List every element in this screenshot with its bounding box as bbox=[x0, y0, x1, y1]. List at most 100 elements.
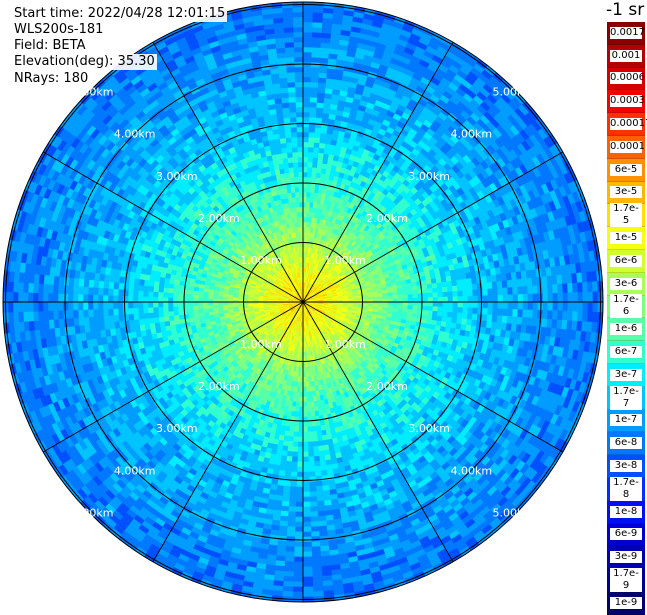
ppi-cell bbox=[287, 516, 295, 522]
ppi-cell bbox=[302, 587, 313, 592]
ppi-cell bbox=[303, 477, 310, 482]
ppi-cell bbox=[298, 422, 303, 427]
ppi-cell bbox=[307, 427, 312, 432]
ppi-cell bbox=[293, 572, 303, 577]
ppi-cell bbox=[303, 522, 311, 527]
ppi-cell bbox=[587, 312, 593, 323]
ppi-cell bbox=[284, 556, 294, 562]
ppi-cell bbox=[493, 302, 498, 309]
ppi-cell bbox=[287, 521, 295, 527]
ppi-cell bbox=[453, 302, 458, 308]
ppi-cell bbox=[303, 447, 309, 452]
ppi-cell bbox=[294, 542, 303, 547]
ppi-cell bbox=[312, 426, 317, 431]
ppi-cell bbox=[281, 506, 289, 512]
ppi-cell bbox=[457, 313, 463, 319]
ppi-cell bbox=[302, 592, 313, 597]
ppi-cell bbox=[306, 397, 310, 402]
ppi-cell bbox=[283, 486, 290, 492]
ppi-cell bbox=[281, 501, 289, 507]
ppi-cell bbox=[287, 526, 296, 532]
ppi-cell bbox=[299, 407, 303, 412]
ppi-cell bbox=[553, 302, 558, 311]
ppi-cell bbox=[298, 432, 303, 437]
ppi-cell bbox=[296, 487, 303, 492]
ppi-cell bbox=[310, 522, 319, 527]
ppi-cell bbox=[573, 302, 578, 312]
ppi-cell bbox=[315, 481, 322, 487]
ppi-cell bbox=[290, 472, 297, 477]
ppi-cell bbox=[308, 457, 314, 462]
ppi-cell bbox=[303, 562, 313, 567]
ppi-cell bbox=[318, 521, 327, 527]
ppi-cell bbox=[303, 487, 310, 492]
ppi-cell bbox=[497, 316, 503, 324]
ppi-cell bbox=[307, 407, 311, 412]
ppi-cell bbox=[314, 466, 321, 472]
ppi-cell bbox=[408, 302, 413, 306]
ppi-cell bbox=[433, 302, 438, 307]
ppi-cell bbox=[307, 412, 311, 417]
ppi-cell bbox=[292, 447, 298, 452]
ppi-cell bbox=[310, 507, 318, 512]
ppi-cell bbox=[523, 302, 528, 310]
ppi-cell bbox=[567, 311, 573, 321]
ppi-cell bbox=[298, 437, 303, 442]
ppi-cell bbox=[309, 492, 316, 497]
ppi-cell bbox=[297, 452, 303, 457]
ppi-cell bbox=[310, 517, 318, 522]
ppi-cell bbox=[316, 491, 324, 497]
ppi-cell bbox=[308, 447, 314, 452]
ppi-cell bbox=[298, 427, 303, 432]
ppi-cell bbox=[503, 302, 508, 310]
ppi-cell bbox=[302, 577, 312, 582]
ppi-cell bbox=[314, 461, 320, 467]
ppi-cell bbox=[517, 310, 523, 318]
ppi-cell bbox=[413, 302, 418, 306]
ppi-cell bbox=[488, 309, 493, 316]
ppi-cell bbox=[293, 432, 298, 437]
ppi-cell bbox=[294, 552, 303, 557]
ppi-cell bbox=[303, 482, 310, 487]
ppi-cell bbox=[296, 492, 303, 497]
ppi-cell bbox=[310, 502, 318, 507]
ppi-cell bbox=[303, 452, 309, 457]
ppi-cell bbox=[522, 310, 528, 318]
ppi-cell bbox=[562, 311, 568, 321]
ppi-cell bbox=[303, 467, 309, 472]
ppi-cell bbox=[298, 442, 303, 447]
ppi-cell bbox=[583, 302, 588, 313]
ppi-cell bbox=[292, 587, 303, 592]
ppi-cell bbox=[285, 541, 294, 547]
ppi-cell bbox=[315, 476, 322, 482]
ppi-cell bbox=[311, 556, 321, 562]
ppi-cell bbox=[303, 507, 311, 512]
ppi-cell bbox=[303, 572, 313, 577]
ppi-cell bbox=[532, 318, 538, 327]
ppi-cell bbox=[453, 307, 458, 313]
ppi-cell bbox=[292, 452, 298, 457]
ppi-cell bbox=[307, 432, 312, 437]
ppi-cell bbox=[303, 567, 313, 572]
ppi-cell bbox=[468, 302, 473, 308]
ppi-cell bbox=[563, 302, 568, 312]
ppi-cell bbox=[290, 477, 297, 482]
ppi-cell bbox=[315, 471, 322, 477]
ppi-cell bbox=[293, 557, 303, 562]
ppi-cell bbox=[288, 512, 296, 517]
ppi-cell bbox=[423, 302, 428, 307]
ppi-cell bbox=[284, 471, 291, 477]
ppi-cell bbox=[472, 314, 478, 321]
ppi-cell bbox=[492, 315, 498, 323]
ppi-cell bbox=[428, 302, 433, 307]
ppi-cell bbox=[319, 460, 326, 466]
ppi-cell bbox=[443, 302, 448, 307]
ppi-cell bbox=[533, 302, 538, 311]
ppi-cell bbox=[310, 512, 318, 517]
ppi-cell bbox=[295, 502, 303, 507]
ppi-cell bbox=[314, 456, 320, 461]
ppi-cell bbox=[317, 501, 325, 507]
ppi-cell bbox=[288, 507, 296, 512]
ppi-cell bbox=[318, 516, 326, 522]
